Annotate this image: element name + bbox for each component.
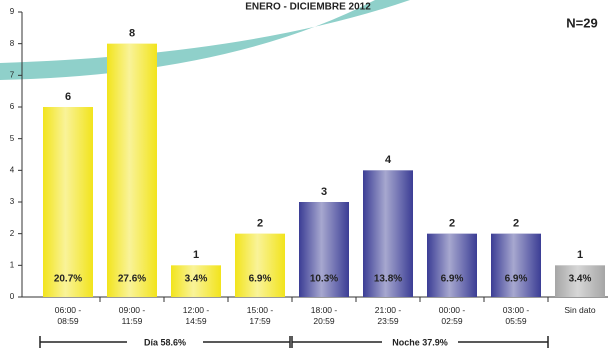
bar-shine <box>299 202 349 297</box>
share-label: 6.9% <box>249 274 272 285</box>
x-tick-label: 21:00 -23:59 <box>375 305 402 326</box>
sample-size: N=29 <box>566 15 597 30</box>
share-label: 6.9% <box>505 274 528 285</box>
value-label: 2 <box>257 218 263 230</box>
x-tick-label: 15:00 -17:59 <box>247 305 274 326</box>
share-label: 3.4% <box>185 274 208 285</box>
value-label: 1 <box>193 249 199 261</box>
y-tick-label: 0 <box>10 292 15 301</box>
share-label: 3.4% <box>569 274 592 285</box>
value-label: 2 <box>449 218 455 230</box>
bar-shine <box>491 233 541 297</box>
chart-title: ENERO - DICIEMBRE 2012 <box>245 2 371 13</box>
group-label-bg <box>382 336 458 348</box>
bar-shine <box>363 170 413 297</box>
y-tick-label: 7 <box>10 70 15 79</box>
bar-shine <box>427 233 477 297</box>
value-label: 4 <box>385 154 392 166</box>
y-tick-label: 4 <box>10 165 15 174</box>
group-label: Día 58.6% <box>144 337 186 347</box>
share-label: 13.8% <box>374 274 402 285</box>
group-label: Noche 37.9% <box>392 337 448 347</box>
decoration-swoosh <box>0 0 410 80</box>
value-label: 1 <box>577 249 583 261</box>
bar-shine <box>235 233 285 297</box>
y-tick-label: 6 <box>10 102 15 111</box>
x-tick-label: 09:00 -11:59 <box>119 305 146 326</box>
y-tick-label: 8 <box>10 39 15 48</box>
value-label: 2 <box>513 218 519 230</box>
y-tick-label: 1 <box>10 260 15 269</box>
value-label: 3 <box>321 186 327 198</box>
value-label: 6 <box>65 91 71 103</box>
y-tick-label: 9 <box>10 7 15 16</box>
x-tick-label: 18:00 -20:59 <box>311 305 338 326</box>
y-tick-label: 5 <box>10 134 15 143</box>
x-tick-label: 12:00 -14:59 <box>183 305 210 326</box>
share-label: 10.3% <box>310 274 338 285</box>
y-tick-label: 2 <box>10 229 15 238</box>
bar-shine <box>107 43 157 297</box>
x-tick-label: 06:00 -08:59 <box>55 305 82 326</box>
value-label: 8 <box>129 28 135 40</box>
bar-shine <box>555 265 605 297</box>
bar-shine <box>171 265 221 297</box>
share-label: 27.6% <box>118 274 146 285</box>
bar-shine <box>43 107 93 297</box>
share-label: 20.7% <box>54 274 82 285</box>
x-tick-label: Sin dato <box>564 305 595 315</box>
x-tick-label: 03:00 -05:59 <box>503 305 530 326</box>
share-label: 6.9% <box>441 274 464 285</box>
group-label-bg <box>127 336 203 348</box>
x-tick-label: 00:00 -02:59 <box>439 305 466 326</box>
y-tick-label: 3 <box>10 197 15 206</box>
